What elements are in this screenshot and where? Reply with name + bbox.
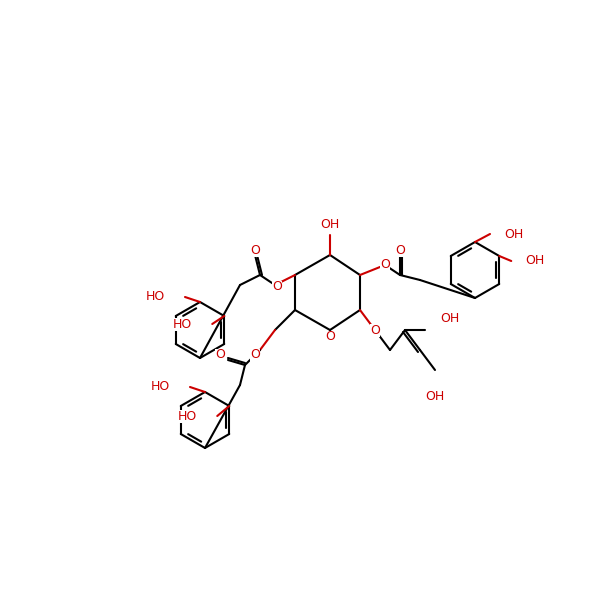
Text: O: O (325, 331, 335, 343)
Text: OH: OH (425, 391, 445, 403)
Text: OH: OH (525, 254, 544, 268)
Text: O: O (380, 259, 390, 271)
Text: HO: HO (151, 380, 170, 394)
Text: O: O (250, 244, 260, 257)
Text: O: O (250, 349, 260, 361)
Text: OH: OH (440, 311, 459, 325)
Text: HO: HO (178, 409, 197, 422)
Text: O: O (370, 323, 380, 337)
Text: OH: OH (320, 218, 340, 232)
Text: HO: HO (173, 317, 192, 331)
Text: OH: OH (504, 227, 523, 241)
Text: O: O (272, 280, 282, 293)
Text: HO: HO (146, 290, 165, 304)
Text: O: O (395, 244, 405, 257)
Text: O: O (215, 349, 225, 361)
